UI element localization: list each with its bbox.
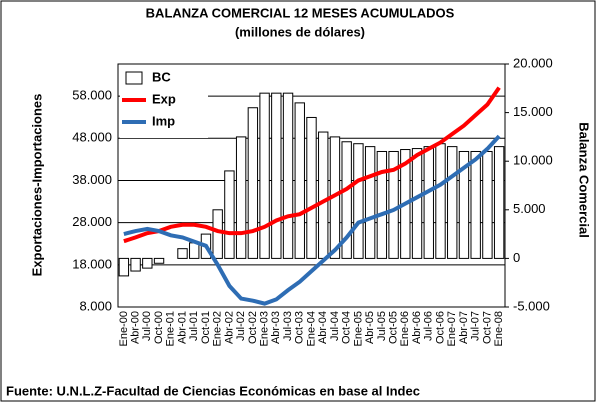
x-tick-label: Oct-02 — [247, 311, 259, 344]
x-tick-label: Ene-06 — [399, 311, 411, 346]
bar — [341, 141, 352, 259]
x-tick-label: Oct-01 — [200, 311, 212, 344]
y2-tick-label: 15.000 — [513, 104, 553, 119]
x-tick-label: Jul-00 — [141, 311, 153, 341]
bar — [212, 209, 223, 259]
x-tick-label: Ene-01 — [165, 311, 177, 346]
x-tick-label: Jul-06 — [423, 311, 435, 341]
bar — [235, 136, 247, 259]
bar — [318, 131, 329, 259]
bar — [423, 146, 434, 259]
x-tick-label: Abr-03 — [270, 311, 282, 344]
legend-label: Exp — [152, 91, 176, 106]
bar — [224, 170, 235, 259]
bar — [247, 107, 259, 259]
x-tick-label: Abr-00 — [129, 311, 141, 344]
bar — [142, 257, 153, 269]
y2-tick-label: 10.000 — [513, 153, 553, 168]
x-tick-label: Ene-00 — [118, 311, 130, 346]
bar — [118, 257, 130, 277]
x-tick-label: Ene-03 — [258, 311, 270, 346]
legend-label: BC — [152, 69, 171, 84]
x-tick-label: Jul-07 — [470, 311, 482, 341]
y-tick-label: 18.000 — [72, 256, 112, 271]
bar — [376, 150, 388, 259]
x-tick-label: Abr-01 — [176, 311, 188, 344]
line — [123, 86, 501, 244]
legend-swatch — [125, 71, 143, 85]
bar — [130, 257, 141, 272]
bar — [458, 150, 470, 259]
x-tick-label: Abr-02 — [223, 311, 235, 344]
bar — [271, 92, 282, 259]
y-tick-label: 8.000 — [79, 298, 112, 313]
bar — [177, 248, 188, 259]
y-axis-label: Exportaciones-Importaciones — [29, 94, 44, 277]
chart-title: BALANZA COMERCIAL 12 MESES ACUMULADOS — [146, 5, 455, 20]
line — [123, 134, 501, 306]
y2-tick-label: 0 — [513, 250, 520, 265]
bar — [388, 150, 399, 259]
x-tick-label: Oct-06 — [434, 311, 446, 344]
x-tick-label: Oct-04 — [341, 311, 353, 344]
x-tick-label: Abr-04 — [317, 311, 329, 344]
y-tick-label: 38.000 — [72, 172, 112, 187]
y2-tick-label: 20.000 — [513, 55, 553, 70]
y-tick-label: 28.000 — [72, 214, 112, 229]
y2-axis-label: Balanza Comercial — [577, 122, 592, 238]
x-tick-label: Ene-04 — [305, 311, 317, 346]
bar — [294, 102, 305, 259]
bar — [411, 148, 423, 259]
bar — [189, 242, 200, 259]
legend-label: Imp — [152, 113, 175, 128]
y2-tick-label: -5.000 — [513, 298, 550, 313]
x-tick-label: Oct-03 — [294, 311, 306, 344]
bar — [435, 143, 446, 259]
x-tick-label: Abr-06 — [411, 311, 423, 344]
chart-subtitle: (millones de dólares) — [235, 24, 365, 39]
x-tick-label: Jul-02 — [235, 311, 247, 341]
bar — [306, 116, 317, 259]
x-tick-label: Jul-03 — [282, 311, 294, 341]
bar — [493, 146, 505, 259]
bar — [470, 150, 481, 259]
x-tick-label: Ene-08 — [493, 311, 505, 346]
x-tick-label: Ene-05 — [352, 311, 364, 346]
source: Fuente: U.N.L.Z-Facultad de Ciencias Eco… — [6, 383, 420, 398]
x-tick-label: Oct-05 — [387, 311, 399, 344]
y-tick-label: 48.000 — [72, 130, 112, 145]
bar — [482, 150, 493, 259]
x-tick-label: Ene-02 — [212, 311, 224, 346]
y2-tick-label: 5.000 — [513, 201, 546, 216]
x-tick-label: Abr-07 — [458, 311, 470, 344]
bar — [259, 92, 270, 259]
bar — [282, 92, 294, 259]
x-tick-label: Oct-07 — [481, 311, 493, 344]
bar — [353, 143, 364, 259]
x-tick-label: Jul-04 — [329, 311, 341, 341]
bar — [153, 257, 165, 264]
y-tick-label: 58.000 — [72, 88, 112, 103]
x-tick-label: Jul-01 — [188, 311, 200, 341]
bar — [447, 146, 458, 259]
x-tick-label: Jul-05 — [376, 311, 388, 341]
x-tick-label: Ene-07 — [446, 311, 458, 346]
bar — [364, 146, 376, 259]
x-tick-label: Abr-05 — [364, 311, 376, 344]
x-tick-label: Oct-00 — [153, 311, 165, 344]
